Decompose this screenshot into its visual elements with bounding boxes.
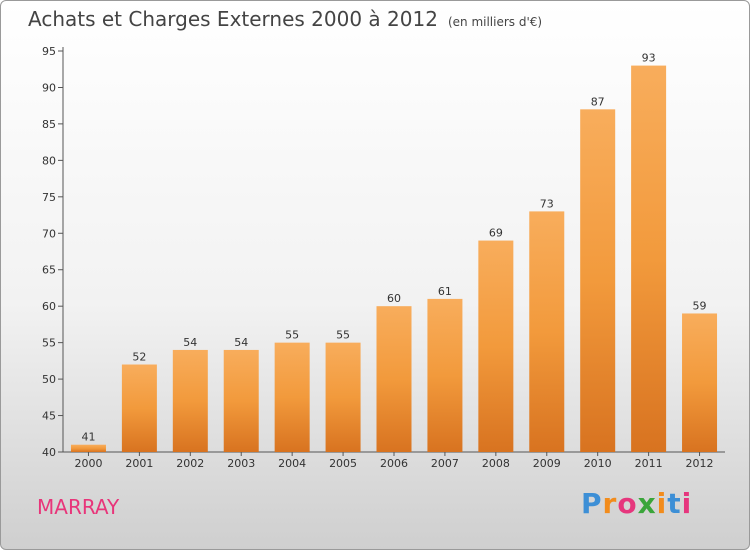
bar-value-label: 60 (387, 292, 401, 305)
bar-value-label: 55 (285, 329, 299, 342)
bar (529, 211, 565, 452)
logo-letter: x (637, 487, 657, 520)
logo-letter: P (581, 487, 603, 520)
bar (631, 65, 667, 452)
bar (376, 306, 412, 452)
bar (325, 342, 361, 452)
x-tick-label: 2002 (176, 457, 204, 470)
x-tick-label: 2012 (686, 457, 714, 470)
y-tick-label: 40 (42, 446, 56, 459)
chart-unit: (en milliers d'€) (447, 15, 543, 29)
bar (580, 109, 616, 452)
chart-title-main: Achats et Charges Externes 2000 à 2012 (28, 7, 438, 31)
bar-value-label: 41 (81, 431, 95, 444)
y-tick-label: 85 (42, 118, 56, 131)
bar (274, 342, 310, 452)
x-tick-label: 2003 (227, 457, 255, 470)
x-tick-label: 2005 (329, 457, 357, 470)
x-tick-label: 2007 (431, 457, 459, 470)
bar-value-label: 59 (693, 299, 707, 312)
commune-name: MARRAY (37, 495, 120, 519)
y-tick-label: 65 (42, 264, 56, 277)
bar-value-label: 69 (489, 227, 503, 240)
logo-letter: r (602, 487, 618, 520)
logo-letter: i (656, 487, 668, 520)
bar-value-label: 54 (234, 336, 248, 349)
x-tick-label: 2008 (482, 457, 510, 470)
y-tick-label: 70 (42, 227, 56, 240)
x-tick-label: 2009 (533, 457, 561, 470)
bar-value-label: 87 (591, 95, 605, 108)
logo-letter: i (681, 487, 693, 520)
bar-value-label: 61 (438, 285, 452, 298)
y-tick-label: 50 (42, 373, 56, 386)
x-tick-label: 2006 (380, 457, 408, 470)
bar (427, 298, 463, 452)
x-tick-label: 2004 (278, 457, 306, 470)
bar (70, 444, 106, 452)
bar-value-label: 54 (183, 336, 197, 349)
bar (478, 240, 514, 452)
x-tick-label: 2011 (635, 457, 663, 470)
logo-letter: t (667, 487, 682, 520)
bar (121, 364, 157, 452)
bar (682, 313, 718, 452)
bar-value-label: 93 (642, 52, 656, 65)
y-tick-label: 90 (42, 81, 56, 94)
y-tick-label: 60 (42, 300, 56, 313)
y-tick-label: 75 (42, 191, 56, 204)
y-tick-label: 45 (42, 410, 56, 423)
y-tick-label: 95 (42, 45, 56, 58)
bar-value-label: 52 (132, 351, 146, 364)
chart-title: Achats et Charges Externes 2000 à 2012 (e… (28, 7, 542, 31)
proxiti-logo: Proxiti (581, 487, 692, 520)
bar (172, 349, 208, 452)
x-tick-label: 2000 (74, 457, 102, 470)
x-tick-label: 2010 (584, 457, 612, 470)
bar-value-label: 73 (540, 197, 554, 210)
y-tick-label: 80 (42, 154, 56, 167)
bar (223, 349, 259, 452)
y-tick-label: 55 (42, 337, 56, 350)
x-tick-label: 2001 (125, 457, 153, 470)
logo-letter: o (617, 487, 638, 520)
bar-value-label: 55 (336, 329, 350, 342)
